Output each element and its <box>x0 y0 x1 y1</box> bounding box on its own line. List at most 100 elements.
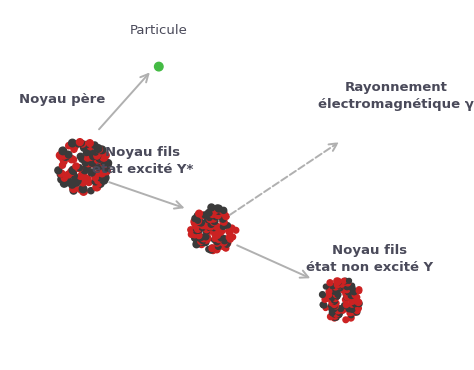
Ellipse shape <box>337 310 342 316</box>
Ellipse shape <box>327 280 333 286</box>
Ellipse shape <box>92 161 100 169</box>
Ellipse shape <box>58 170 65 177</box>
Ellipse shape <box>80 179 86 186</box>
Ellipse shape <box>330 307 335 312</box>
Ellipse shape <box>213 213 219 220</box>
Ellipse shape <box>322 303 327 308</box>
Ellipse shape <box>195 218 201 225</box>
Ellipse shape <box>207 225 212 230</box>
Ellipse shape <box>90 153 97 160</box>
Ellipse shape <box>349 301 355 307</box>
Ellipse shape <box>221 236 227 241</box>
Ellipse shape <box>332 303 337 309</box>
Ellipse shape <box>202 239 209 246</box>
Ellipse shape <box>333 316 338 320</box>
Ellipse shape <box>89 159 96 166</box>
Ellipse shape <box>98 169 105 176</box>
Ellipse shape <box>94 145 102 152</box>
Ellipse shape <box>155 62 163 71</box>
Text: Particule: Particule <box>130 24 188 37</box>
Ellipse shape <box>65 151 72 158</box>
Ellipse shape <box>212 206 219 213</box>
Ellipse shape <box>193 223 200 229</box>
Ellipse shape <box>334 311 339 317</box>
Ellipse shape <box>230 234 236 240</box>
Ellipse shape <box>219 225 224 230</box>
Ellipse shape <box>87 153 94 160</box>
Ellipse shape <box>322 297 328 302</box>
Ellipse shape <box>70 179 77 186</box>
Ellipse shape <box>84 177 91 184</box>
Ellipse shape <box>191 219 198 226</box>
Ellipse shape <box>333 292 339 297</box>
Ellipse shape <box>71 142 78 150</box>
Ellipse shape <box>352 300 358 307</box>
Ellipse shape <box>344 287 350 293</box>
Ellipse shape <box>206 246 211 252</box>
Ellipse shape <box>73 175 80 183</box>
Ellipse shape <box>320 302 326 308</box>
Ellipse shape <box>94 153 100 159</box>
Ellipse shape <box>80 141 86 147</box>
Ellipse shape <box>334 294 339 300</box>
Ellipse shape <box>336 283 341 288</box>
Ellipse shape <box>196 210 202 217</box>
Ellipse shape <box>198 241 205 248</box>
Ellipse shape <box>100 161 107 168</box>
Ellipse shape <box>348 312 354 318</box>
Ellipse shape <box>196 233 202 239</box>
Ellipse shape <box>56 152 64 159</box>
Ellipse shape <box>98 175 103 181</box>
Ellipse shape <box>101 174 109 181</box>
Ellipse shape <box>335 279 340 285</box>
Text: Rayonnement
électromagnétique γ: Rayonnement électromagnétique γ <box>318 81 474 111</box>
Ellipse shape <box>344 295 349 301</box>
Ellipse shape <box>352 292 358 298</box>
Ellipse shape <box>62 153 69 160</box>
Ellipse shape <box>224 240 230 246</box>
Ellipse shape <box>99 168 105 175</box>
Ellipse shape <box>71 173 77 179</box>
Ellipse shape <box>101 160 108 168</box>
Ellipse shape <box>193 227 199 232</box>
Ellipse shape <box>353 294 359 300</box>
Ellipse shape <box>86 179 92 185</box>
Ellipse shape <box>214 226 221 232</box>
Ellipse shape <box>208 247 214 253</box>
Ellipse shape <box>194 213 200 218</box>
Ellipse shape <box>191 235 197 241</box>
Ellipse shape <box>214 240 220 246</box>
Ellipse shape <box>337 285 343 291</box>
Ellipse shape <box>331 302 337 307</box>
Ellipse shape <box>69 139 76 147</box>
Ellipse shape <box>332 284 337 290</box>
Ellipse shape <box>71 146 77 152</box>
Ellipse shape <box>84 156 92 163</box>
Ellipse shape <box>332 313 338 319</box>
Ellipse shape <box>337 312 342 317</box>
Ellipse shape <box>335 292 341 297</box>
Ellipse shape <box>212 231 218 237</box>
Ellipse shape <box>221 219 227 225</box>
Ellipse shape <box>83 175 91 183</box>
Ellipse shape <box>192 233 197 238</box>
Ellipse shape <box>336 280 341 285</box>
Ellipse shape <box>333 299 337 304</box>
Ellipse shape <box>209 245 215 252</box>
Ellipse shape <box>84 154 91 161</box>
Ellipse shape <box>341 287 347 293</box>
Ellipse shape <box>85 154 91 160</box>
Ellipse shape <box>70 168 76 174</box>
Ellipse shape <box>69 166 77 174</box>
Ellipse shape <box>75 165 82 172</box>
Ellipse shape <box>197 236 202 241</box>
Ellipse shape <box>74 180 80 186</box>
Ellipse shape <box>75 141 82 147</box>
Ellipse shape <box>198 234 204 240</box>
Ellipse shape <box>320 302 325 307</box>
Ellipse shape <box>339 282 344 287</box>
Ellipse shape <box>348 315 354 321</box>
Ellipse shape <box>91 142 98 148</box>
Ellipse shape <box>347 311 352 316</box>
Ellipse shape <box>191 218 198 225</box>
